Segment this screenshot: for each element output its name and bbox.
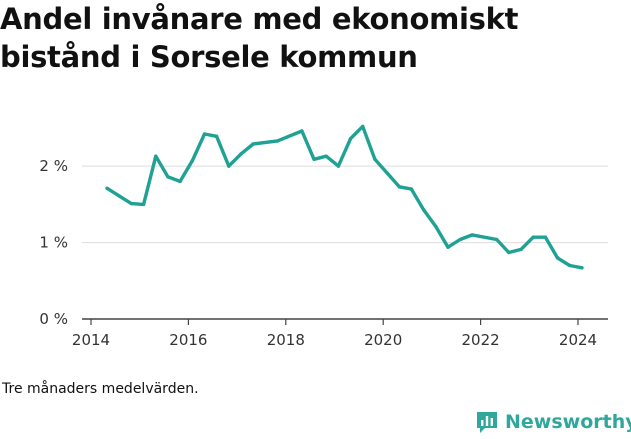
chart-note: Tre månaders medelvärden. [2,381,199,397]
data-point [470,233,475,237]
series-layer [105,124,584,270]
x-tick-label: 2020 [364,331,402,349]
x-tick-label: 2014 [72,331,110,349]
data-point [275,139,280,143]
data-point [251,142,255,146]
data-point [507,250,511,255]
data-point [300,129,304,133]
chart-title: Andel invånare med ekonomiskt bistånd i … [0,2,519,74]
data-point [434,224,438,229]
x-axis: 0 % 1 % 2 % 2014 2016 2018 2020 2022 2024 [39,157,597,349]
data-point [361,124,365,129]
data-point [519,247,523,252]
data-point [373,157,377,161]
data-point [154,154,158,158]
data-point [312,157,316,161]
data-point [105,186,109,191]
x-tick-label: 2024 [559,331,597,349]
data-point [227,164,231,168]
data-point [190,159,194,163]
y-tick-label: 1 % [39,234,68,252]
data-point [568,263,572,268]
series-line [105,124,584,270]
data-point [202,132,207,136]
data-point [141,202,146,207]
y-tick-label: 2 % [39,157,68,175]
data-point [555,256,560,260]
data-point [409,187,414,191]
bar-chart-icon [477,412,497,433]
data-point [239,152,243,156]
data-point [458,237,462,242]
x-tick-label: 2022 [462,331,500,349]
y-tick-label: 0 % [39,310,68,328]
data-point [494,237,499,242]
data-point [543,235,548,239]
data-point [580,266,584,270]
line-chart: 0 % 1 % 2 % 2014 2016 2018 2020 2022 2024 [39,124,608,349]
data-point [446,245,450,249]
data-point [348,136,353,141]
data-point [397,185,401,189]
data-point [178,179,182,184]
data-point [166,175,170,179]
data-point [336,164,341,168]
x-tick-label: 2016 [169,331,207,349]
data-point [531,235,535,239]
data-point [129,201,134,206]
grid-lines [82,165,608,320]
data-point [385,171,389,175]
brand-name: Newsworthy [505,411,631,433]
data-point [421,208,426,212]
data-point [117,194,121,198]
data-point [324,154,328,158]
brand-logo-link[interactable]: Newsworthy [475,406,631,438]
x-tick-label: 2018 [267,331,305,349]
data-point [214,134,219,139]
